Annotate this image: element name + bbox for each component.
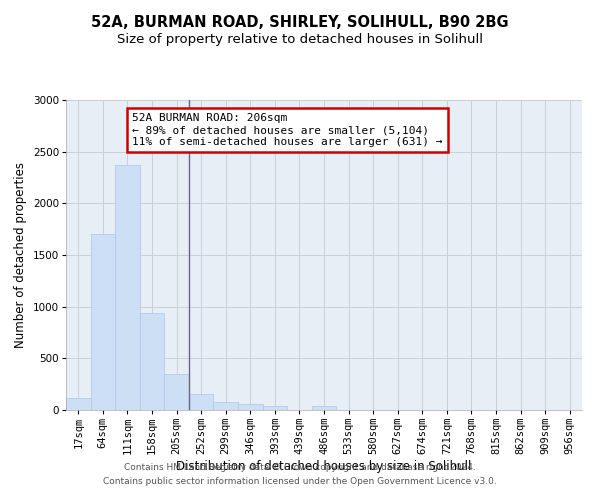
Bar <box>238 404 263 410</box>
Bar <box>189 394 214 410</box>
Text: Size of property relative to detached houses in Solihull: Size of property relative to detached ho… <box>117 32 483 46</box>
Bar <box>164 374 189 410</box>
Text: 52A BURMAN ROAD: 206sqm
← 89% of detached houses are smaller (5,104)
11% of semi: 52A BURMAN ROAD: 206sqm ← 89% of detache… <box>133 114 443 146</box>
Bar <box>91 234 115 410</box>
Bar <box>312 406 336 410</box>
Bar <box>115 164 140 410</box>
Text: Contains HM Land Registry data © Crown copyright and database right 2024.: Contains HM Land Registry data © Crown c… <box>124 464 476 472</box>
X-axis label: Distribution of detached houses by size in Solihull: Distribution of detached houses by size … <box>176 460 472 473</box>
Text: Contains public sector information licensed under the Open Government Licence v3: Contains public sector information licen… <box>103 477 497 486</box>
Bar <box>214 402 238 410</box>
Bar <box>140 314 164 410</box>
Y-axis label: Number of detached properties: Number of detached properties <box>14 162 27 348</box>
Text: 52A, BURMAN ROAD, SHIRLEY, SOLIHULL, B90 2BG: 52A, BURMAN ROAD, SHIRLEY, SOLIHULL, B90… <box>91 15 509 30</box>
Bar <box>66 398 91 410</box>
Bar <box>263 406 287 410</box>
